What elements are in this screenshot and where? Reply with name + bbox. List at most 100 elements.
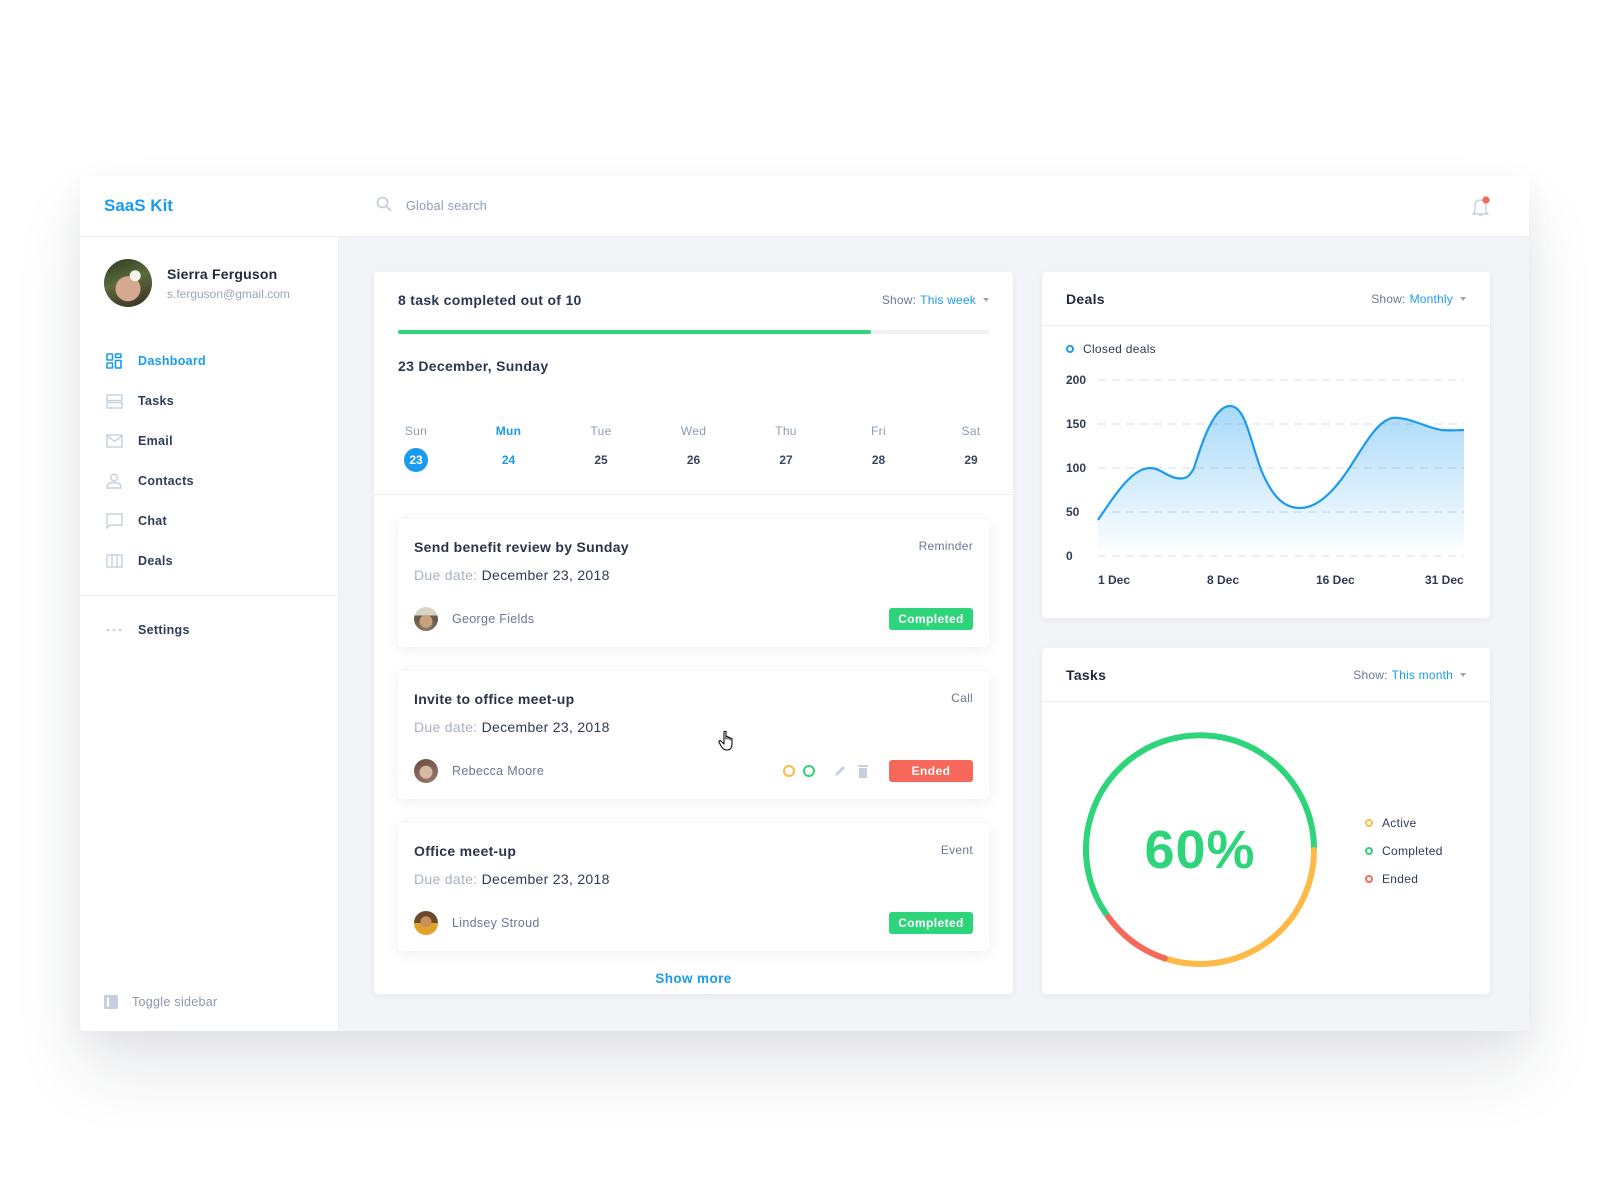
sidebar-item-contacts[interactable]: Contacts: [80, 461, 338, 501]
svg-text:8 Dec: 8 Dec: [1207, 573, 1239, 587]
selected-date-title: 23 December, Sunday: [398, 358, 549, 374]
due-value: December 23, 2018: [481, 719, 610, 735]
task-card[interactable]: Send benefit review by Sunday Reminder D…: [398, 519, 989, 647]
legend-item-ended[interactable]: Ended: [1365, 872, 1443, 886]
due-value: December 23, 2018: [481, 567, 610, 583]
chevron-down-icon: [1460, 296, 1466, 301]
task-due-date: Due date: December 23, 2018: [414, 567, 973, 583]
dashboard-icon: [105, 352, 123, 370]
sidebar-item-chat[interactable]: Chat: [80, 501, 338, 541]
svg-text:50: 50: [1066, 505, 1080, 519]
task-progress-panel: 8 task completed out of 10 Show: This we…: [374, 272, 1013, 994]
deals-title: Deals: [1066, 290, 1105, 307]
day-name: Thu: [775, 424, 797, 438]
task-card[interactable]: Invite to office meet-up Call Due date: …: [398, 671, 989, 799]
sidebar-item-tasks[interactable]: Tasks: [80, 381, 338, 421]
task-stats-title: Tasks: [1066, 666, 1107, 683]
area-fill: [1098, 406, 1464, 556]
task-stats-panel: Tasks Show: This month 60% Active: [1042, 648, 1490, 994]
show-more-link[interactable]: Show more: [655, 971, 732, 986]
sidebar-item-deals[interactable]: Deals: [80, 541, 338, 581]
deals-panel: Deals Show: Monthly Closed deals 200 150…: [1042, 272, 1490, 618]
day-name: Mun: [495, 424, 522, 438]
day-name: Sat: [961, 424, 981, 438]
sidebar-nav: Dashboard Tasks Email Contacts: [80, 341, 338, 581]
assignee-name: Rebecca Moore: [452, 764, 545, 778]
task-due-date: Due date: December 23, 2018: [414, 719, 973, 735]
avatar: [414, 759, 438, 783]
edit-icon[interactable]: [833, 764, 847, 778]
toggle-sidebar-label: Toggle sidebar: [132, 995, 218, 1009]
deals-icon: [105, 552, 123, 570]
search-input[interactable]: [406, 199, 806, 213]
week-calendar: Sun 23 Mun 24 Tue 25 Wed 26 Thu 27 Fri 28 Sat 2…: [398, 424, 989, 472]
chevron-down-icon: [983, 298, 989, 302]
donut-segment-completed: [1083, 732, 1318, 920]
chat-icon: [105, 512, 123, 530]
chart-legend-closed-deals[interactable]: Closed deals: [1066, 342, 1156, 356]
svg-text:0: 0: [1066, 549, 1073, 563]
user-email: s.ferguson@gmail.com: [167, 286, 290, 301]
deals-period-dropdown[interactable]: Show: Monthly: [1371, 292, 1466, 306]
day-number: 28: [871, 453, 886, 467]
dropdown-label: Show:: [1371, 291, 1406, 306]
day-number: 24: [501, 453, 516, 467]
status-badge[interactable]: Completed: [889, 912, 973, 934]
day-number: 23: [404, 448, 428, 472]
avatar: [414, 911, 438, 935]
y-axis-ticks: 200 150 100 50 0: [1066, 373, 1086, 563]
legend-item-active[interactable]: Active: [1365, 816, 1443, 830]
toggle-sidebar-icon: [104, 995, 118, 1009]
tasks-donut-chart[interactable]: [1082, 732, 1318, 968]
dropdown-value: This week: [920, 293, 976, 307]
task-list: Send benefit review by Sunday Reminder D…: [374, 495, 1013, 951]
dropdown-label: Show:: [881, 293, 917, 307]
deals-area-chart[interactable]: 200 150 100 50 0 1 Dec 8 Dec 16 Dec 31 D…: [1042, 372, 1490, 612]
mark-active-button[interactable]: [783, 765, 795, 777]
avatar[interactable]: [104, 259, 152, 307]
search-icon: [376, 196, 392, 217]
legend-item-completed[interactable]: Completed: [1365, 844, 1443, 858]
day-name: Wed: [680, 424, 707, 438]
day-thu[interactable]: Thu 27: [768, 424, 804, 472]
brand-logo[interactable]: SaaS Kit: [80, 176, 338, 237]
legend-label: Completed: [1382, 844, 1443, 858]
task-title: Office meet-up: [414, 843, 517, 859]
sidebar-item-settings[interactable]: Settings: [80, 610, 338, 650]
svg-text:200: 200: [1066, 373, 1086, 387]
dropdown-value: Monthly: [1409, 291, 1453, 306]
day-fri[interactable]: Fri 28: [861, 424, 897, 472]
trash-icon[interactable]: [857, 764, 871, 778]
svg-text:150: 150: [1066, 417, 1086, 431]
mark-completed-button[interactable]: [803, 765, 815, 777]
status-badge[interactable]: Completed: [889, 608, 973, 630]
svg-text:16 Dec: 16 Dec: [1316, 573, 1355, 587]
task-card[interactable]: Office meet-up Event Due date: December …: [398, 823, 989, 951]
tasks-icon: [105, 392, 123, 410]
tasks-period-dropdown[interactable]: Show: This week: [882, 293, 989, 307]
sidebar-item-email[interactable]: Email: [80, 421, 338, 461]
chevron-down-icon: [1460, 672, 1466, 677]
task-type: Call: [951, 691, 973, 705]
user-profile[interactable]: Sierra Ferguson s.ferguson@gmail.com: [80, 237, 338, 307]
global-search[interactable]: [376, 196, 806, 217]
day-mon[interactable]: Mun 24: [491, 424, 527, 472]
status-badge[interactable]: Ended: [889, 760, 973, 782]
day-name: Tue: [590, 424, 612, 438]
task-stats-period-dropdown[interactable]: Show: This month: [1353, 668, 1466, 682]
due-label: Due date:: [414, 567, 478, 583]
task-stats-legend: Active Completed Ended: [1365, 816, 1443, 900]
contacts-icon: [105, 472, 123, 490]
sidebar-item-label: Dashboard: [138, 354, 206, 368]
toggle-sidebar-button[interactable]: Toggle sidebar: [104, 995, 218, 1009]
day-sun[interactable]: Sun 23: [398, 424, 434, 472]
day-sat[interactable]: Sat 29: [953, 424, 989, 472]
donut-segment-active: [1161, 847, 1317, 967]
day-tue[interactable]: Tue 25: [583, 424, 619, 472]
day-wed[interactable]: Wed 26: [676, 424, 712, 472]
notifications-button[interactable]: [1471, 196, 1491, 218]
day-name: Fri: [871, 424, 886, 438]
sidebar-item-dashboard[interactable]: Dashboard: [80, 341, 338, 381]
day-number: 29: [964, 453, 978, 467]
sidebar-item-label: Settings: [138, 623, 190, 637]
